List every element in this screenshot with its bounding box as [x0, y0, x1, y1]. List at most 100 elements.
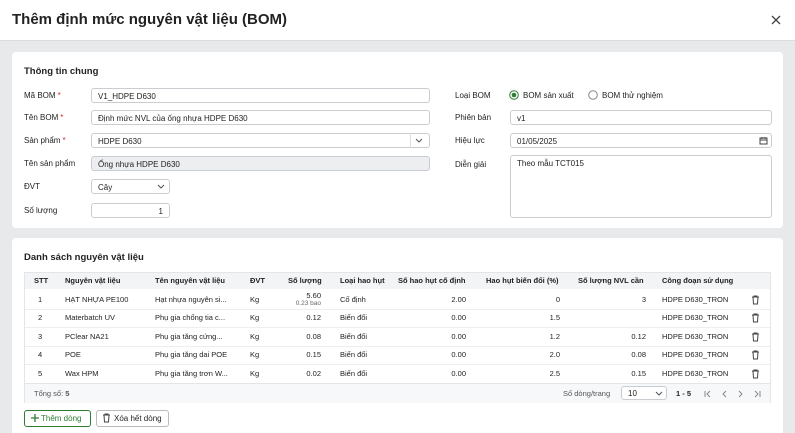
- cell: Kg: [250, 368, 260, 378]
- delete-row[interactable]: [751, 350, 760, 360]
- cell: HDPE D630_TRON: [662, 313, 729, 322]
- radio[interactable]: [588, 90, 598, 100]
- textarea[interactable]: Theo mẫu TCT015: [510, 155, 772, 218]
- label-text: Sản phẩm: [24, 136, 61, 145]
- cell: 1.2: [549, 331, 560, 341]
- input[interactable]: v1: [510, 110, 772, 125]
- page-size-select[interactable]: 10: [621, 386, 667, 400]
- cell: 0.00: [451, 350, 466, 359]
- delete-row[interactable]: [751, 332, 760, 342]
- cell: 0.02: [306, 368, 321, 378]
- input[interactable]: Định mức NVL của ống nhựa HDPE D630: [91, 110, 430, 125]
- cell: Kg: [250, 294, 260, 304]
- cell-sub: 0.23 bao: [295, 299, 321, 307]
- dialog-title: Thêm định mức nguyên vật liệu (BOM): [12, 11, 288, 28]
- date-input[interactable]: 01/05/2025: [510, 133, 772, 148]
- column-header: Tên nguyên vật liệu: [155, 276, 226, 285]
- label-text: Tên BOM: [24, 113, 59, 122]
- cell: Phụ gia chống tia c...: [155, 313, 226, 322]
- required: *: [57, 91, 61, 100]
- cell: Biến đổi: [340, 313, 368, 322]
- clear-rows-button[interactable]: Xóa hết dòng: [96, 410, 169, 427]
- radio-checked[interactable]: [509, 90, 519, 100]
- label: Tên sản phẩm: [24, 159, 76, 168]
- close-button[interactable]: [771, 15, 781, 25]
- cell: HDPE D630_TRON: [662, 350, 729, 359]
- column-header: Nguyên vật liệu: [65, 276, 121, 285]
- column-header: Loại hao hụt: [340, 276, 385, 285]
- cell: 1: [38, 294, 43, 304]
- column-header: Số hao hụt cố định: [398, 276, 466, 285]
- required: *: [62, 136, 66, 145]
- cell: Kg: [250, 350, 260, 359]
- label: Mã BOM *: [24, 91, 61, 101]
- cell: 0.15: [631, 368, 646, 378]
- label: Sản phẩm *: [24, 136, 66, 146]
- cell: 0.15: [306, 350, 321, 359]
- delete-row[interactable]: [751, 313, 760, 323]
- column-header: Số lượng NVL cần: [578, 276, 644, 285]
- cell: Biến đổi: [340, 331, 368, 341]
- table-header: [25, 273, 770, 289]
- section-title: Thông tin chung: [24, 66, 99, 77]
- divider: [410, 133, 411, 148]
- radio-label: BOM thử nghiệm: [602, 91, 663, 100]
- column-header: STT: [34, 276, 49, 285]
- chevron: [415, 138, 423, 143]
- total-label: Tổng số:: [34, 389, 64, 398]
- table-footer: [25, 383, 770, 403]
- input[interactable]: 1: [91, 203, 170, 218]
- column-header: Số lượng: [288, 276, 322, 285]
- dialog-header: [0, 0, 795, 41]
- trash-icon: [103, 413, 110, 423]
- cell: Biến đổi: [340, 368, 368, 378]
- cell: PClear NA21: [65, 331, 109, 341]
- calendar-icon[interactable]: [759, 136, 768, 145]
- pagination[interactable]: [703, 389, 763, 399]
- delete-row[interactable]: [751, 369, 760, 379]
- cell: 0: [555, 294, 560, 304]
- required: *: [60, 113, 64, 122]
- section-title: Danh sách nguyên vật liệu: [24, 252, 144, 263]
- delete-row[interactable]: [751, 295, 760, 305]
- row-divider: [25, 327, 770, 328]
- plus-icon: [31, 414, 39, 422]
- column-header: ĐVT: [250, 276, 265, 285]
- label: Số lượng: [24, 206, 58, 215]
- input-disabled: Ống nhựa HDPE D630: [91, 156, 430, 171]
- cell: 2.5: [549, 368, 560, 378]
- cell: Materbatch UV: [65, 313, 116, 322]
- label-text: Mã BOM: [24, 91, 56, 100]
- row-divider: [25, 364, 770, 365]
- input[interactable]: V1_HDPE D630: [91, 88, 430, 103]
- cell: 5.60: [306, 290, 321, 300]
- label: ĐVT: [24, 182, 40, 191]
- cell: HDPE D630_TRON: [662, 294, 729, 304]
- row-divider: [25, 309, 770, 310]
- add-row-button[interactable]: Thêm dòng: [24, 410, 91, 427]
- cell: 0.00: [451, 313, 466, 322]
- select[interactable]: HDPE D630: [91, 133, 430, 148]
- cell: 3: [641, 294, 646, 304]
- cell: Hạt nhựa nguyên si...: [155, 294, 227, 304]
- chevron: [655, 391, 663, 396]
- cell: Cố định: [340, 294, 366, 304]
- cell: 2.00: [451, 294, 466, 304]
- cell: 2.0: [549, 350, 560, 359]
- cell: 0.12: [306, 313, 321, 322]
- column-header: Công đoạn sử dụng: [662, 276, 734, 285]
- cell: 5: [38, 368, 43, 378]
- cell: 0.08: [631, 350, 646, 359]
- cell: 0.00: [451, 331, 466, 341]
- label: Hiệu lực: [455, 136, 485, 145]
- cell: 0.08: [306, 331, 321, 341]
- select[interactable]: Cây: [91, 179, 170, 194]
- total: Tổng số: 5: [34, 389, 69, 399]
- cell: HDPE D630_TRON: [662, 331, 729, 341]
- cell: 2: [38, 313, 43, 322]
- cell: Kg: [250, 313, 260, 322]
- page-range: 1 - 5: [676, 389, 692, 398]
- cell: Phụ gia tăng trơn W...: [155, 368, 228, 378]
- radio-label: BOM sản xuất: [523, 91, 574, 100]
